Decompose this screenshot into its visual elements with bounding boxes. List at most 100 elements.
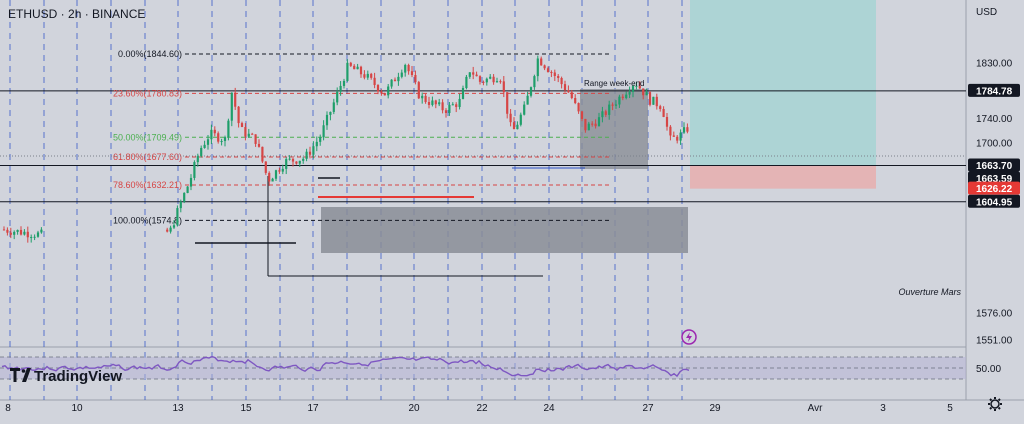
fib-level-label: 0.00%(1844.60) bbox=[118, 49, 182, 59]
candle-down bbox=[217, 131, 220, 144]
candle-down bbox=[509, 109, 512, 127]
alert-lightning-icon[interactable] bbox=[681, 329, 697, 345]
candle-body bbox=[359, 66, 363, 75]
candle-body bbox=[339, 85, 342, 92]
candle-up bbox=[485, 77, 488, 86]
candle-down bbox=[444, 108, 448, 118]
candle-up bbox=[40, 227, 43, 234]
candle-body bbox=[645, 92, 648, 96]
candle-body bbox=[366, 73, 369, 78]
candle-body bbox=[472, 72, 475, 75]
candle-body bbox=[618, 96, 621, 105]
candle-up bbox=[451, 102, 454, 106]
candle-down bbox=[594, 119, 597, 129]
target-zone bbox=[690, 0, 876, 166]
candle-body bbox=[631, 86, 635, 92]
candle-body bbox=[30, 237, 33, 239]
candle-body bbox=[580, 111, 584, 119]
candle-body bbox=[251, 133, 254, 135]
candle-body bbox=[26, 231, 29, 238]
candle-down bbox=[686, 123, 689, 134]
candle-up bbox=[536, 55, 539, 82]
candle-down bbox=[512, 117, 516, 130]
date-tick-label: 3 bbox=[880, 403, 886, 414]
candle-body bbox=[523, 104, 526, 115]
fib-level-label: 50.00%(1709.49) bbox=[113, 132, 182, 142]
candle-up bbox=[329, 111, 332, 121]
date-tick-label: 29 bbox=[709, 403, 721, 414]
candle-down bbox=[570, 89, 573, 100]
candle-up bbox=[206, 135, 210, 150]
candle-down bbox=[574, 94, 577, 105]
candle-body bbox=[176, 208, 179, 226]
candle-body bbox=[597, 117, 601, 127]
candle-body bbox=[329, 111, 332, 115]
candle-body bbox=[353, 65, 356, 70]
candle-body bbox=[451, 104, 454, 106]
candle-body bbox=[271, 178, 274, 182]
candle-down bbox=[251, 132, 254, 135]
candle-down bbox=[257, 139, 261, 148]
candle-down bbox=[414, 70, 417, 85]
candle-body bbox=[567, 90, 570, 93]
candle-body bbox=[373, 77, 376, 86]
candle-up bbox=[516, 121, 519, 130]
candle-body bbox=[370, 73, 373, 78]
horizontal-levels: 0.00%(1844.60) 23.60%(1780.83) 50.00%(1709… bbox=[0, 49, 966, 277]
candle-body bbox=[349, 62, 352, 66]
candle-up bbox=[587, 121, 590, 131]
fib-level-label: 61.80%(1677.60) bbox=[113, 152, 182, 162]
price-axis: 1830.00 1784.78 1740.00 1700.00 1663.70 1663.… bbox=[968, 59, 1020, 375]
candle-up bbox=[193, 160, 196, 181]
candle-down bbox=[475, 71, 478, 77]
candle-body bbox=[492, 76, 495, 83]
price-tick-label: 1551.00 bbox=[976, 336, 1013, 347]
support-zone bbox=[321, 207, 688, 253]
candle-body bbox=[387, 86, 390, 96]
candle-body bbox=[495, 81, 499, 83]
price-tick-label: 1576.00 bbox=[976, 309, 1013, 320]
price-badge bbox=[968, 158, 1020, 172]
candle-body bbox=[172, 225, 176, 228]
candle-body bbox=[404, 64, 407, 73]
candle-up bbox=[298, 160, 301, 167]
candle-up bbox=[366, 70, 369, 80]
candle-up bbox=[281, 164, 284, 175]
candle-down bbox=[393, 77, 397, 82]
candle-up bbox=[220, 138, 223, 146]
candle-down bbox=[291, 158, 295, 167]
candle-up bbox=[247, 128, 250, 138]
candle-body bbox=[254, 134, 257, 144]
candle-body bbox=[655, 96, 658, 107]
candle-down bbox=[254, 134, 257, 147]
candle-up bbox=[608, 100, 611, 120]
fib-level-label: 100.00%(1574.8) bbox=[113, 215, 182, 225]
candle-body bbox=[438, 102, 441, 105]
date-tick-label: 27 bbox=[642, 403, 654, 414]
candle-down bbox=[676, 134, 679, 144]
range-weekend-box bbox=[580, 89, 648, 169]
candle-up bbox=[183, 192, 186, 204]
candle-down bbox=[584, 118, 587, 133]
candle-down bbox=[407, 63, 410, 75]
candle-down bbox=[424, 93, 427, 104]
candle-body bbox=[536, 58, 539, 77]
candle-up bbox=[533, 74, 536, 90]
candle-body bbox=[196, 156, 199, 163]
settings-gear-icon[interactable] bbox=[988, 397, 1002, 411]
date-tick-label: 17 bbox=[307, 403, 319, 414]
candle-body bbox=[40, 229, 43, 233]
currency-label[interactable]: USD bbox=[976, 7, 997, 18]
candle-up bbox=[285, 157, 288, 175]
candle-body bbox=[166, 229, 169, 232]
candle-down bbox=[567, 85, 570, 93]
candle-body bbox=[264, 161, 267, 173]
candle-up bbox=[438, 98, 441, 107]
candle-up bbox=[288, 155, 291, 161]
candle-body bbox=[638, 85, 641, 89]
candle-up bbox=[468, 72, 471, 79]
candle-body bbox=[288, 158, 291, 160]
candle-body bbox=[608, 104, 611, 115]
candlestick-series bbox=[2, 55, 689, 243]
